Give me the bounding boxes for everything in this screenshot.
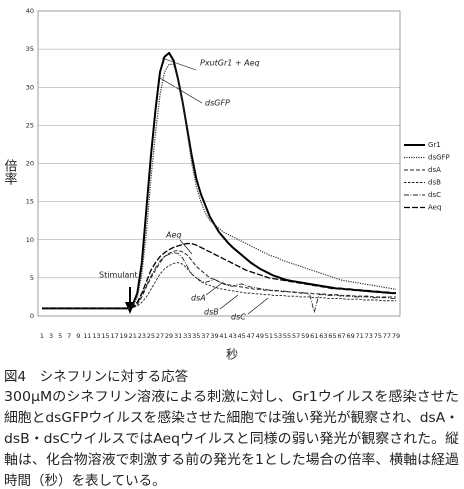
y-tick-label: 30 xyxy=(26,83,34,91)
x-tick-label: 39 xyxy=(210,332,218,340)
x-tick-label: 71 xyxy=(356,332,364,340)
x-tick-label: 13 xyxy=(92,332,100,340)
x-tick-label: 7 xyxy=(67,332,71,340)
x-tick-label: 57 xyxy=(292,332,300,340)
x-tick-label: 49 xyxy=(256,332,264,340)
y-tick-label: 35 xyxy=(26,45,34,53)
caption-line: 時間（秒）を表している。 xyxy=(4,473,166,489)
x-tick-label: 27 xyxy=(156,332,164,340)
series-line xyxy=(42,249,396,309)
legend-label: dsC xyxy=(428,191,441,199)
leader-line xyxy=(205,282,223,296)
series-line xyxy=(42,63,397,309)
x-tick-label: 61 xyxy=(310,332,318,340)
legend-label: Gr1 xyxy=(428,141,441,149)
x-tick-label: 11 xyxy=(83,332,91,340)
legend-label: dsGFP xyxy=(428,154,450,162)
x-tick-label: 17 xyxy=(110,332,118,340)
y-tick-label: 20 xyxy=(26,160,34,168)
x-tick-label: 43 xyxy=(228,332,236,340)
x-tick-label: 63 xyxy=(319,332,327,340)
annotation: dsC xyxy=(231,313,246,322)
annotation: Aeq xyxy=(165,231,181,240)
x-tick-label: 31 xyxy=(174,332,182,340)
x-tick-label: 65 xyxy=(328,332,336,340)
caption-line: dsB・dsCウイルスではAeqウイルスと同様の弱い発光が観察された。縦 xyxy=(4,430,460,447)
y-axis-label: 倍率 xyxy=(2,159,18,185)
x-tick-label: 21 xyxy=(129,332,137,340)
series-line xyxy=(42,51,396,310)
x-tick-label: 29 xyxy=(165,332,173,340)
y-tick-label: 15 xyxy=(26,198,34,206)
x-tick-label: 41 xyxy=(219,332,227,340)
caption-line: 細胞とdsGFPウイルスを感染させた細胞では強い発光が観察され、dsA・ xyxy=(4,409,459,426)
x-tick-label: 3 xyxy=(49,332,53,340)
leader-line xyxy=(219,294,239,310)
y-tick-label: 5 xyxy=(30,274,34,282)
x-tick-label: 45 xyxy=(238,332,246,340)
x-tick-label: 75 xyxy=(374,332,382,340)
x-axis-label: 秒 xyxy=(226,348,238,362)
x-tick-label: 35 xyxy=(192,332,200,340)
caption-title: 図4 シネフリンに対する応答 xyxy=(4,368,189,385)
leader-line xyxy=(247,297,269,315)
x-tick-label: 79 xyxy=(392,332,400,340)
legend-label: dsA xyxy=(428,166,441,174)
x-tick-label: 73 xyxy=(365,332,373,340)
x-tick-label: 19 xyxy=(120,332,128,340)
leader-line xyxy=(179,239,193,255)
y-tick-label: 25 xyxy=(26,121,34,129)
x-tick-label: 51 xyxy=(265,332,273,340)
caption-line: 軸は、化合物溶液で刺激する前の発光を1とした場合の倍率、横軸は経過 xyxy=(4,451,460,468)
x-tick-label: 33 xyxy=(183,332,191,340)
annotation: dsGFP xyxy=(205,99,230,108)
annotation: PxutGr1 + Aeq xyxy=(200,59,260,68)
x-tick-label: 69 xyxy=(346,332,354,340)
x-tick-label: 67 xyxy=(337,332,345,340)
annotation: dsB xyxy=(204,308,219,317)
caption-line: 300μMのシネフリン溶液による刺激に対し、Gr1ウイルスを感染させた xyxy=(4,388,459,405)
x-tick-label: 77 xyxy=(383,332,391,340)
series-line xyxy=(42,252,396,313)
x-tick-label: 9 xyxy=(76,332,80,340)
y-tick-label: 40 xyxy=(26,7,34,15)
x-tick-label: 53 xyxy=(274,332,282,340)
y-tick-label: 0 xyxy=(30,312,34,320)
x-tick-label: 55 xyxy=(283,332,291,340)
series-line xyxy=(42,242,396,310)
legend-label: dsB xyxy=(428,179,441,187)
leader-line xyxy=(161,57,197,71)
annotation: Stimulant xyxy=(99,271,138,280)
annotation: dsA xyxy=(191,294,206,303)
x-tick-label: 59 xyxy=(301,332,309,340)
x-tick-label: 25 xyxy=(147,332,155,340)
x-tick-label: 15 xyxy=(101,332,109,340)
x-tick-label: 23 xyxy=(138,332,146,340)
series-line xyxy=(42,262,396,309)
x-tick-label: 5 xyxy=(58,332,62,340)
y-tick-label: 10 xyxy=(26,236,34,244)
x-tick-label: 1 xyxy=(40,332,44,340)
legend-label: Aeq xyxy=(428,204,441,212)
x-tick-label: 37 xyxy=(201,332,209,340)
x-tick-label: 47 xyxy=(247,332,255,340)
